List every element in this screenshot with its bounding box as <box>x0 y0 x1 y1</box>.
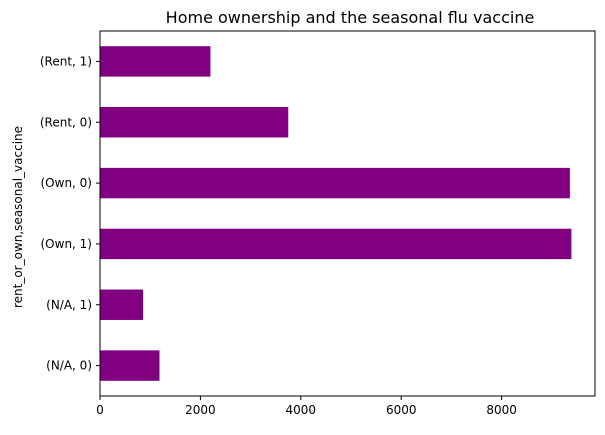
y-axis-label: rent_or_own,seasonal_vaccine <box>11 126 25 308</box>
x-tick-label: 4000 <box>286 403 317 417</box>
y-tick-label: (Rent, 1) <box>40 54 92 68</box>
y-axis: (N/A, 0) (N/A, 1) (Own, 1) (Own, 0) (Rent, 0… <box>40 54 100 373</box>
x-tick-label: 6000 <box>386 403 417 417</box>
chart-title: Home ownership and the seasonal flu vacc… <box>166 8 535 27</box>
bar <box>100 167 570 199</box>
y-tick-label: (Own, 0) <box>41 176 93 190</box>
x-tick-label: 8000 <box>486 403 517 417</box>
bar <box>100 228 572 260</box>
x-axis: 0 2000 4000 6000 8000 <box>96 396 517 417</box>
x-tick-label: 0 <box>96 403 104 417</box>
y-tick-label: (N/A, 0) <box>46 359 92 373</box>
bar <box>100 46 211 77</box>
y-tick-label: (Own, 1) <box>41 237 93 251</box>
bar <box>100 107 289 138</box>
x-tick-label: 2000 <box>185 403 216 417</box>
y-tick-label: (Rent, 0) <box>40 115 92 129</box>
y-tick-label: (N/A, 1) <box>46 298 92 312</box>
bars-layer <box>100 46 572 381</box>
bar <box>100 289 144 320</box>
bar <box>100 350 160 381</box>
plot-area-frame <box>99 30 596 397</box>
